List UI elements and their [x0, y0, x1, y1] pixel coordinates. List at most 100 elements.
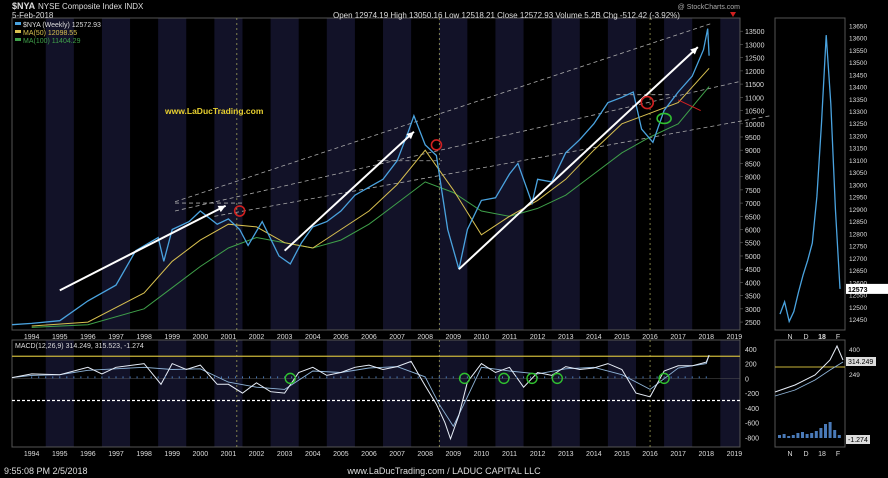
- year-band: [607, 18, 636, 330]
- y-tick-label: 8000: [745, 175, 761, 182]
- inset-panel-frame: [774, 17, 846, 331]
- year-band: [214, 340, 243, 447]
- y-tick-label: 12500: [745, 56, 765, 63]
- year-band: [270, 18, 299, 330]
- index-name: NYSE Composite Index INDX: [38, 2, 144, 11]
- red-marker-line: [677, 99, 701, 111]
- year-band: [664, 340, 693, 447]
- macd-green-circle: [498, 372, 510, 385]
- y-tick-label: 9500: [745, 135, 761, 142]
- trend-arrow-1: [59, 204, 227, 292]
- trend-arrow-2-head: [406, 131, 414, 140]
- year-band: [551, 340, 580, 447]
- x-tick-label: 2017: [670, 334, 686, 341]
- macd-x-tick-label: 2011: [502, 451, 517, 458]
- inset-histogram-bar: [824, 424, 827, 438]
- red-circle-2016: [640, 95, 655, 110]
- y-tick-label: 4000: [745, 280, 761, 287]
- y-tick-label: 10000: [745, 122, 765, 129]
- y-tick-label: 10500: [745, 109, 765, 116]
- inset-macd-x-tick-label: D: [803, 451, 808, 458]
- macd-y-tick-label: -600: [745, 421, 759, 428]
- legend-swatch-ma50: [15, 30, 21, 33]
- inset-y-tick-label: 13600: [849, 36, 867, 43]
- x-tick-label: 2014: [586, 334, 602, 341]
- y-tick-label: 5000: [745, 254, 761, 261]
- x-tick-label: 2004: [305, 334, 321, 341]
- y-tick-label: 6000: [745, 228, 761, 235]
- x-tick-label: 2018: [698, 334, 714, 341]
- inset-macd-line: [774, 344, 844, 393]
- trend-arrow-3: [458, 46, 699, 270]
- macd-x-tick-label: 2012: [530, 451, 546, 458]
- inset-last-value-box: [846, 283, 888, 294]
- y-tick-label: 11000: [745, 95, 764, 102]
- y-tick-label: 7000: [745, 201, 761, 208]
- inset-y-tick-label: 13300: [849, 109, 867, 116]
- macd-x-tick-label: 2005: [333, 451, 349, 458]
- macd-x-tick-label: 2004: [305, 451, 321, 458]
- macd-green-circle: [458, 372, 471, 385]
- inset-y-tick-label: 12550: [849, 293, 867, 300]
- middle-trendline: [174, 81, 741, 212]
- macd-x-tick-label: 1997: [108, 451, 124, 458]
- symbol-label: $NYA: [12, 1, 36, 11]
- y-tick-label: 13000: [745, 42, 765, 49]
- macd-x-tick-label: 2000: [193, 451, 209, 458]
- inset-histogram-bar: [796, 433, 800, 438]
- macd-line: [11, 355, 710, 441]
- y-tick-label: 9000: [745, 148, 761, 155]
- inset-y-tick-label: 13350: [849, 97, 867, 104]
- x-tick-label: 2019: [727, 334, 743, 341]
- ohlc-readout: Open 12974.19 High 13050.16 Low 12518.21…: [333, 11, 680, 20]
- macd-x-tick-label: 2013: [558, 451, 574, 458]
- x-tick-label: 2003: [277, 334, 293, 341]
- y-tick-label: 5500: [745, 241, 761, 248]
- macd-green-circle: [551, 372, 563, 385]
- main-panel-frame: [11, 17, 741, 331]
- x-tick-label: 2012: [530, 334, 546, 341]
- inset-histogram-bar: [837, 435, 841, 438]
- inset-y-tick-label: 13100: [849, 158, 867, 165]
- macd-x-tick-label: 2014: [586, 451, 602, 458]
- x-tick-label: 2009: [446, 334, 462, 341]
- watermark: @ StockCharts.com: [678, 4, 741, 11]
- x-tick-label: 2016: [642, 334, 658, 341]
- series-ma50: [31, 67, 710, 327]
- x-tick-label: 2015: [614, 334, 630, 341]
- inset-y-tick-label: 12800: [849, 231, 867, 238]
- x-tick-label: 2005: [333, 334, 349, 341]
- inset-y-tick-label: 13650: [849, 23, 867, 30]
- y-tick-label: 2500: [745, 320, 761, 327]
- inset-histogram-bar: [805, 434, 809, 438]
- macd-x-tick-label: 2019: [727, 451, 743, 458]
- year-band: [214, 18, 243, 330]
- red-circle-2001: [233, 205, 246, 217]
- inset-macd-tick: 400: [849, 347, 860, 354]
- x-tick-label: 1999: [164, 334, 180, 341]
- inset-histogram-bar: [801, 432, 804, 438]
- macd-y-tick-label: -400: [745, 406, 759, 413]
- year-band: [439, 18, 468, 330]
- inset-y-tick-label: 12650: [849, 268, 867, 275]
- series-ma100: [31, 86, 710, 328]
- inset-y-tick-label: 13200: [849, 133, 867, 140]
- year-band: [101, 18, 131, 330]
- macd-y-tick-label: -200: [745, 391, 759, 398]
- year-band: [720, 340, 740, 447]
- year-band: [158, 18, 187, 330]
- inset-x-tick-label: F: [836, 334, 840, 341]
- inset-macd-value: 314.249: [848, 359, 873, 366]
- inset-macd-frame: [774, 339, 846, 448]
- year-band: [326, 18, 355, 330]
- inset-y-tick-label: 12600: [849, 280, 867, 287]
- macd-x-tick-label: 2006: [361, 451, 377, 458]
- legend-ma100: MA(100) 11404.29: [23, 38, 81, 45]
- inset-y-tick-label: 13550: [849, 48, 867, 55]
- x-tick-label: 2008: [417, 334, 433, 341]
- year-band: [607, 340, 636, 447]
- year-band: [158, 340, 187, 447]
- inset-y-tick-label: 13500: [849, 60, 867, 67]
- inset-x-tick-label: N: [787, 334, 792, 341]
